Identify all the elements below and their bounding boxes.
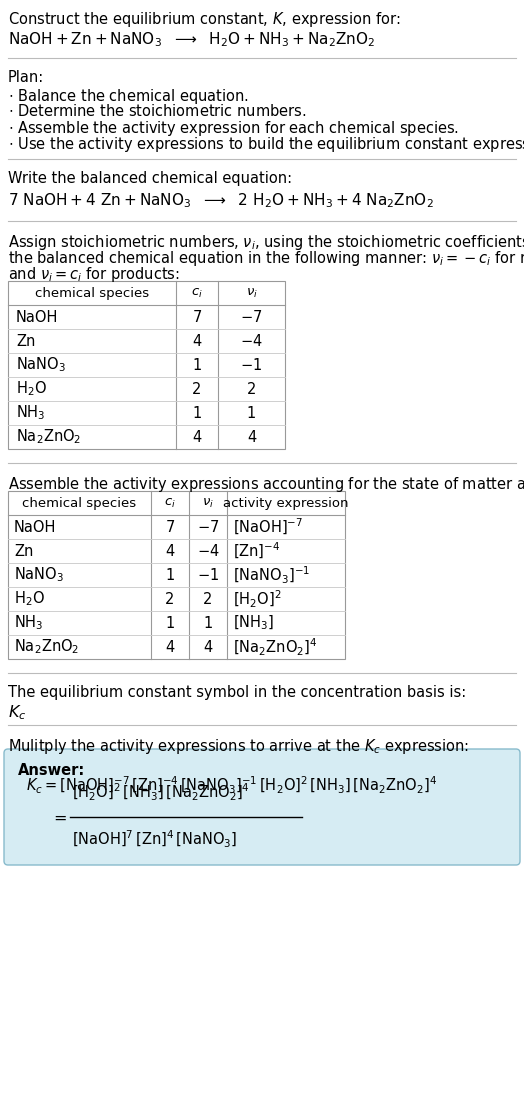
Text: $-$4: $-$4 bbox=[240, 333, 263, 349]
Text: $-$7: $-$7 bbox=[241, 309, 263, 325]
Text: $\nu_i$: $\nu_i$ bbox=[202, 497, 214, 509]
Bar bbox=[8, 281, 285, 449]
Text: 4: 4 bbox=[192, 333, 202, 349]
Text: Na$_2$ZnO$_2$: Na$_2$ZnO$_2$ bbox=[14, 637, 79, 656]
Text: $7\ \mathrm{NaOH} + 4\ \mathrm{Zn} + \mathrm{NaNO_3}$  $\longrightarrow$  $2\ \m: $7\ \mathrm{NaOH} + 4\ \mathrm{Zn} + \ma… bbox=[8, 191, 434, 210]
Text: H$_2$O: H$_2$O bbox=[14, 590, 45, 609]
Text: Answer:: Answer: bbox=[18, 764, 85, 778]
Text: 4: 4 bbox=[203, 640, 213, 655]
Text: $\cdot$ Determine the stoichiometric numbers.: $\cdot$ Determine the stoichiometric num… bbox=[8, 103, 307, 118]
Text: 2: 2 bbox=[247, 382, 256, 396]
Text: $[\mathrm{Na_2ZnO_2}]^4$: $[\mathrm{Na_2ZnO_2}]^4$ bbox=[233, 636, 318, 657]
Text: 7: 7 bbox=[192, 309, 202, 325]
Text: the balanced chemical equation in the following manner: $\nu_i = -c_i$ for react: the balanced chemical equation in the fo… bbox=[8, 249, 524, 268]
Text: $c_i$: $c_i$ bbox=[164, 497, 176, 509]
Text: $\cdot$ Balance the chemical equation.: $\cdot$ Balance the chemical equation. bbox=[8, 87, 249, 106]
Text: $K_c$: $K_c$ bbox=[8, 703, 26, 722]
Text: activity expression: activity expression bbox=[223, 497, 349, 509]
Text: $\cdot$ Use the activity expressions to build the equilibrium constant expressio: $\cdot$ Use the activity expressions to … bbox=[8, 135, 524, 154]
Text: Construct the equilibrium constant, $K$, expression for:: Construct the equilibrium constant, $K$,… bbox=[8, 10, 401, 29]
Text: NH$_3$: NH$_3$ bbox=[14, 613, 43, 632]
Text: H$_2$O: H$_2$O bbox=[16, 380, 47, 398]
Text: 4: 4 bbox=[166, 543, 174, 558]
Text: and $\nu_i = c_i$ for products:: and $\nu_i = c_i$ for products: bbox=[8, 265, 180, 284]
Text: 1: 1 bbox=[247, 406, 256, 420]
Text: 7: 7 bbox=[165, 520, 174, 534]
Text: $\nu_i$: $\nu_i$ bbox=[246, 286, 257, 299]
Text: $[\mathrm{NaOH}]^7\,[\mathrm{Zn}]^4\,[\mathrm{NaNO_3}]$: $[\mathrm{NaOH}]^7\,[\mathrm{Zn}]^4\,[\m… bbox=[72, 829, 237, 850]
Text: Plan:: Plan: bbox=[8, 70, 44, 84]
Text: 1: 1 bbox=[166, 567, 174, 583]
Text: 2: 2 bbox=[192, 382, 202, 396]
Text: Write the balanced chemical equation:: Write the balanced chemical equation: bbox=[8, 171, 292, 186]
Text: NH$_3$: NH$_3$ bbox=[16, 404, 45, 422]
Text: NaOH: NaOH bbox=[16, 309, 58, 325]
Text: $[\mathrm{NH_3}]$: $[\mathrm{NH_3}]$ bbox=[233, 614, 274, 632]
Text: $=$: $=$ bbox=[50, 810, 67, 825]
Text: chemical species: chemical species bbox=[35, 286, 149, 299]
Text: $K_c = [\mathrm{NaOH}]^{-7}\,[\mathrm{Zn}]^{-4}\,[\mathrm{NaNO_3}]^{-1}\,[\mathr: $K_c = [\mathrm{NaOH}]^{-7}\,[\mathrm{Zn… bbox=[26, 774, 437, 795]
Text: 4: 4 bbox=[247, 430, 256, 444]
Text: Na$_2$ZnO$_2$: Na$_2$ZnO$_2$ bbox=[16, 428, 81, 446]
Text: $-$1: $-$1 bbox=[241, 357, 263, 373]
Text: 1: 1 bbox=[203, 615, 213, 631]
Bar bbox=[8, 491, 345, 659]
Text: $\mathrm{NaOH + Zn + NaNO_3}$  $\longrightarrow$  $\mathrm{H_2O + NH_3 + Na_2ZnO: $\mathrm{NaOH + Zn + NaNO_3}$ $\longrigh… bbox=[8, 30, 375, 48]
Text: $c_i$: $c_i$ bbox=[191, 286, 203, 299]
Text: $\cdot$ Assemble the activity expression for each chemical species.: $\cdot$ Assemble the activity expression… bbox=[8, 118, 459, 138]
Text: $[\mathrm{H_2O}]^2$: $[\mathrm{H_2O}]^2$ bbox=[233, 588, 281, 610]
Text: 1: 1 bbox=[166, 615, 174, 631]
Text: 4: 4 bbox=[166, 640, 174, 655]
Text: 2: 2 bbox=[165, 591, 174, 607]
Text: Assign stoichiometric numbers, $\nu_i$, using the stoichiometric coefficients, $: Assign stoichiometric numbers, $\nu_i$, … bbox=[8, 233, 524, 252]
Text: 1: 1 bbox=[192, 358, 202, 373]
Text: Zn: Zn bbox=[14, 543, 34, 558]
FancyBboxPatch shape bbox=[4, 749, 520, 866]
Text: Mulitply the activity expressions to arrive at the $K_c$ expression:: Mulitply the activity expressions to arr… bbox=[8, 737, 469, 756]
Text: $-$1: $-$1 bbox=[197, 567, 219, 583]
Text: 2: 2 bbox=[203, 591, 213, 607]
Text: 4: 4 bbox=[192, 430, 202, 444]
Text: $[\mathrm{NaNO_3}]^{-1}$: $[\mathrm{NaNO_3}]^{-1}$ bbox=[233, 565, 310, 586]
Text: NaNO$_3$: NaNO$_3$ bbox=[16, 355, 66, 374]
Text: $-$4: $-$4 bbox=[196, 543, 220, 559]
Text: Assemble the activity expressions accounting for the state of matter and $\nu_i$: Assemble the activity expressions accoun… bbox=[8, 475, 524, 494]
Text: chemical species: chemical species bbox=[23, 497, 137, 509]
Text: $[\mathrm{NaOH}]^{-7}$: $[\mathrm{NaOH}]^{-7}$ bbox=[233, 517, 303, 538]
Text: Zn: Zn bbox=[16, 333, 36, 349]
Text: NaNO$_3$: NaNO$_3$ bbox=[14, 566, 64, 585]
Text: $[\mathrm{H_2O}]^2\,[\mathrm{NH_3}]\,[\mathrm{Na_2ZnO_2}]^4$: $[\mathrm{H_2O}]^2\,[\mathrm{NH_3}]\,[\m… bbox=[72, 782, 250, 803]
Text: NaOH: NaOH bbox=[14, 520, 57, 534]
Text: $[\mathrm{Zn}]^{-4}$: $[\mathrm{Zn}]^{-4}$ bbox=[233, 541, 280, 561]
Text: 1: 1 bbox=[192, 406, 202, 420]
Text: $-$7: $-$7 bbox=[197, 519, 219, 535]
Text: The equilibrium constant symbol in the concentration basis is:: The equilibrium constant symbol in the c… bbox=[8, 685, 466, 700]
